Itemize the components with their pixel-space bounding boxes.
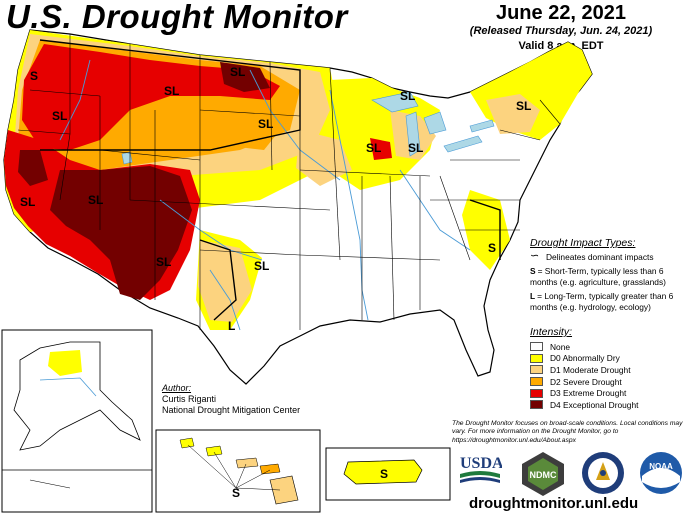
label-sl-nm: SL (156, 255, 171, 269)
alaska-inset (1, 329, 153, 513)
impact-delineates-text: Delineates dominant impacts (546, 251, 654, 262)
intensity-legend-heading: Intensity: (530, 326, 573, 338)
legend-item-d4: D4 Exceptional Drought (530, 399, 680, 411)
info-note: The Drought Monitor focuses on broad-sca… (452, 420, 683, 444)
legend-item-d1: D1 Moderate Drought (530, 364, 680, 376)
legend-item-none: None (530, 341, 680, 353)
impact-legend: Drought Impact Types: ∽ Delineates domin… (530, 238, 685, 316)
label-sl-ok: SL (254, 259, 269, 273)
label-sl-wa: SL (52, 109, 67, 123)
short-term-text: = Short-Term, typically less than 6 mont… (530, 266, 666, 287)
agency-logos: USDA NDMC NOAA (456, 450, 684, 496)
date-block: June 22, 2021 (Released Thursday, Jun. 2… (451, 2, 671, 54)
usda-logo: USDA (460, 455, 502, 483)
label-sl-mi: SL (408, 141, 423, 155)
short-term-code: S (530, 266, 536, 276)
impact-line-icon: ∽ (530, 249, 540, 262)
impact-boundaries (39, 39, 501, 321)
legend-label-d3: D3 Extreme Drought (550, 388, 627, 399)
label-s-pr: S (380, 467, 388, 481)
label-s-nw: S (30, 69, 38, 83)
website-link[interactable]: droughtmonitor.unl.edu (469, 495, 639, 512)
label-l-tx: L (228, 319, 235, 333)
label-sl-sd: SL (258, 117, 273, 131)
label-sl-mi-up: SL (400, 89, 415, 103)
author-name: Curtis Riganti (162, 394, 217, 404)
intensity-legend: Intensity: None D0 Abnormally Dry D1 Mod… (530, 326, 680, 411)
legend-item-d2: D2 Severe Drought (530, 376, 680, 388)
swatch-d2 (530, 377, 543, 387)
long-term-code: L (530, 291, 536, 301)
label-sl-ca: SL (20, 195, 35, 209)
author-org: National Drought Mitigation Center (162, 405, 301, 415)
label-sl-ne: SL (516, 99, 531, 113)
author-block: Author: Curtis Riganti National Drought … (162, 383, 300, 416)
legend-label-none: None (550, 341, 571, 352)
author-label: Author: (162, 383, 192, 393)
hawaii-inset: S (155, 429, 321, 513)
rivers (59, 59, 471, 331)
legend-item-d0: D0 Abnormally Dry (530, 353, 680, 365)
label-sl-sw: SL (88, 193, 103, 207)
swatch-none (530, 342, 543, 352)
impact-long-term-row: L = Long-Term, typically greater than 6 m… (530, 291, 685, 312)
label-s-hi: S (232, 486, 240, 500)
puerto-rico-inset: S (325, 447, 451, 501)
impact-short-term-row: S = Short-Term, typically less than 6 mon… (530, 266, 685, 287)
ndmc-logo-text: NDMC (530, 470, 557, 480)
long-term-text: = Long-Term, typically greater than 6 mo… (530, 291, 674, 312)
swatch-d1 (530, 365, 543, 375)
label-s-se: S (488, 241, 496, 255)
legend-label-d4: D4 Exceptional Drought (550, 399, 639, 410)
map-date: June 22, 2021 (495, 2, 627, 24)
legend-label-d1: D1 Moderate Drought (550, 364, 631, 375)
impact-legend-heading: Drought Impact Types: (530, 237, 636, 249)
state-borders (17, 34, 561, 330)
release-date: (Released Thursday, Jun. 24, 2021) (469, 25, 653, 37)
impact-labels: S SL SL SL SL SL SL SL SL SL SL SL SL L … (20, 65, 531, 333)
commerce-seal-logo (582, 452, 624, 494)
noaa-logo-text: NOAA (649, 462, 673, 471)
great-lakes (121, 91, 495, 165)
legend-label-d0: D0 Abnormally Dry (550, 353, 620, 364)
label-sl-wi: SL (366, 141, 381, 155)
label-sl-nd: SL (230, 65, 245, 79)
usda-logo-text: USDA (460, 455, 502, 472)
noaa-logo: NOAA (640, 452, 682, 494)
label-sl-mt: SL (164, 84, 179, 98)
legend-label-d2: D2 Severe Drought (550, 376, 622, 387)
swatch-d3 (530, 388, 543, 398)
swatch-d4 (530, 400, 543, 410)
ndmc-logo: NDMC (522, 452, 564, 496)
impact-delineates-row: ∽ Delineates dominant impacts (530, 249, 685, 263)
legend-item-d3: D3 Extreme Drought (530, 387, 680, 399)
map-title: U.S. Drought Monitor (6, 0, 348, 35)
swatch-d0 (530, 353, 543, 363)
